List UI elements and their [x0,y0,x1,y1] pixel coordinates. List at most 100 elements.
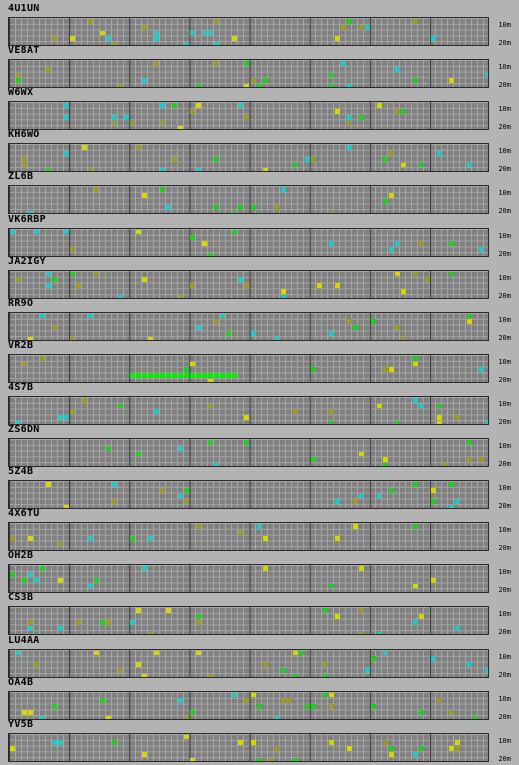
activity-cell [382,198,388,204]
activity-cell [16,421,21,424]
station-time-band-chart [8,395,489,425]
activity-cell [340,24,346,30]
activity-cell [292,650,298,656]
activity-cell [328,409,334,415]
activity-cell [136,145,142,151]
activity-cell [214,19,220,24]
band-label-10m: 10m [498,63,511,72]
band-label-20m: 20m [498,39,511,47]
activity-cell [16,78,21,84]
activity-cell [178,294,184,298]
activity-cell [238,740,244,746]
activity-cell [226,373,232,378]
activity-cell [196,614,202,619]
activity-cell [358,566,364,572]
activity-cell [76,619,82,625]
activity-cell [334,108,340,114]
band-label-10m: 10m [498,568,511,577]
activity-cell [16,72,21,78]
activity-cell [52,740,58,746]
activity-cell [22,709,28,715]
activity-cell [142,24,148,30]
activity-cell [400,162,406,168]
activity-cell [130,619,136,625]
activity-cell [106,445,112,451]
activity-cell [100,619,106,625]
activity-cell [436,403,442,409]
activity-cell [202,373,208,378]
activity-cell [196,619,202,625]
band-label-10m: 10m [498,357,511,366]
activity-cell [256,84,262,88]
station-row: CS3B 10m 20m [0,592,519,636]
activity-cell [304,704,310,709]
activity-cell [322,673,328,677]
activity-cell [394,271,400,277]
activity-cell [190,361,196,367]
activity-cell [394,241,400,246]
station-callsign: ZS6DN [8,424,40,435]
activity-cell [214,463,220,466]
activity-cell [424,277,430,283]
activity-cell [196,103,202,108]
activity-cell [154,650,160,656]
activity-cell [208,373,214,378]
activity-cell [172,156,178,162]
activity-cell [328,704,334,709]
activity-cell [430,656,436,662]
activity-cell [370,319,376,325]
activity-cell [346,145,352,151]
activity-cell [292,673,298,677]
activity-cell [28,336,34,340]
activity-cell [412,752,418,757]
activity-cell [196,168,202,172]
activity-cell [178,126,184,130]
activity-cell [454,740,460,746]
activity-cell [256,524,262,529]
band-label-10m: 10m [498,147,511,156]
activity-cell [58,415,64,421]
activity-cell [250,331,256,336]
activity-cell [214,61,220,66]
activity-cell [376,631,382,635]
activity-cell [40,566,46,572]
activity-cell [454,499,460,505]
station-callsign: VR2B [8,339,34,351]
activity-cell [472,715,478,719]
activity-cell [436,421,442,424]
activity-cell [130,120,136,126]
activity-cell [94,577,100,583]
activity-cell [268,757,274,761]
activity-cell [34,662,40,667]
activity-cell [358,631,364,635]
activity-cell [208,378,214,382]
activity-cell [196,524,202,529]
activity-cell [46,66,52,72]
activity-cell [88,583,94,589]
activity-cell [64,151,70,156]
band-label-10m: 10m [498,315,511,324]
activity-cell [142,673,148,677]
activity-cell [148,336,154,340]
activity-cell [292,409,298,415]
activity-cell [10,535,15,541]
activity-cell [484,421,488,424]
activity-cell [448,78,454,84]
activity-cell [328,740,334,746]
band-label-20m: 20m [498,460,511,468]
station-row: OH2B 10m 20m [0,550,519,594]
band-label-20m: 20m [498,712,511,721]
activity-cell [22,577,28,583]
activity-cell [154,61,160,66]
activity-cell [112,499,118,505]
activity-cell [10,746,15,752]
activity-cell [46,168,52,172]
activity-cell [136,373,142,378]
activity-cell [88,535,94,541]
activity-cell [394,421,400,424]
band-label-10m: 10m [498,610,511,619]
activity-cell [112,482,118,487]
band-label-20m: 20m [498,417,511,426]
activity-cell [448,482,454,487]
station-time-band-chart [8,648,489,678]
